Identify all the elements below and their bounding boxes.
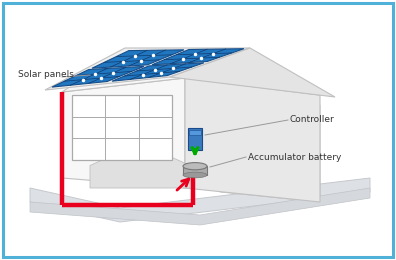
Polygon shape bbox=[92, 50, 184, 68]
Text: Controller: Controller bbox=[290, 115, 335, 124]
Bar bbox=[188, 128, 202, 150]
Polygon shape bbox=[62, 50, 185, 92]
Polygon shape bbox=[185, 50, 320, 95]
Bar bbox=[183, 166, 207, 175]
Polygon shape bbox=[30, 178, 370, 222]
Polygon shape bbox=[90, 143, 190, 188]
Polygon shape bbox=[112, 63, 204, 81]
Ellipse shape bbox=[183, 162, 207, 170]
Polygon shape bbox=[152, 49, 244, 65]
Polygon shape bbox=[45, 48, 250, 90]
Text: Solar panels: Solar panels bbox=[18, 70, 74, 79]
Polygon shape bbox=[185, 78, 320, 202]
Text: Accumulator battery: Accumulator battery bbox=[248, 153, 341, 162]
Bar bbox=[189, 130, 201, 135]
Polygon shape bbox=[52, 66, 144, 87]
Polygon shape bbox=[30, 188, 370, 225]
Polygon shape bbox=[220, 95, 320, 202]
Polygon shape bbox=[62, 78, 185, 188]
Ellipse shape bbox=[183, 172, 207, 178]
Polygon shape bbox=[170, 48, 335, 97]
Bar bbox=[72, 95, 172, 160]
